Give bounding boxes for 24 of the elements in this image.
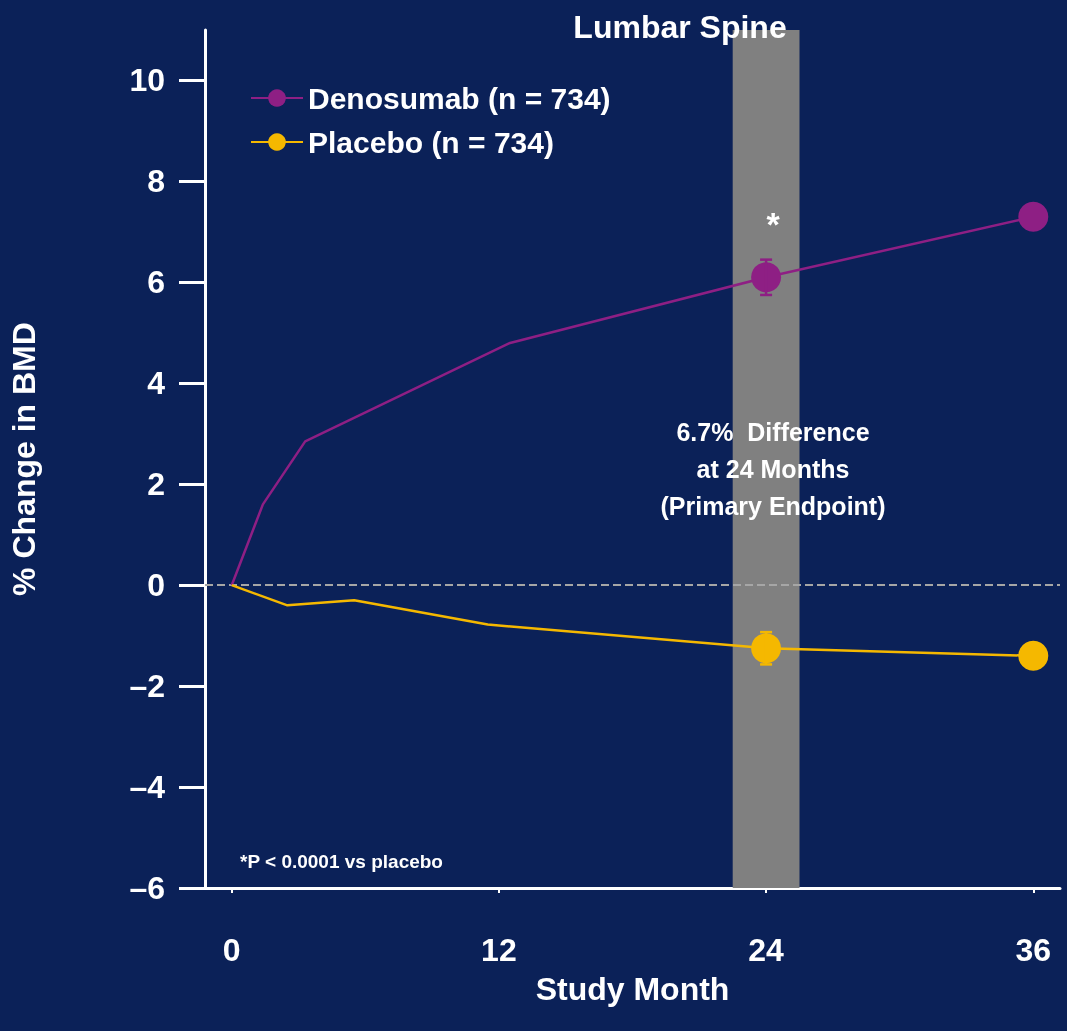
annotation: *P < 0.0001 vs placebo [240, 851, 443, 872]
chart-title: Lumbar Spine [573, 9, 787, 45]
y-tick-label: 4 [147, 365, 166, 402]
legend-label: Placebo (n = 734) [308, 125, 554, 159]
point [1018, 640, 1049, 671]
point [751, 633, 782, 664]
y-tick-label: 8 [147, 163, 165, 200]
y-tick-label: 0 [147, 567, 165, 604]
x-axis-title: Study Month [535, 971, 730, 1007]
x-tick-label: 36 [1015, 932, 1052, 968]
point [1018, 201, 1049, 232]
y-tick-label: 2 [147, 466, 165, 503]
x-tick-label: 24 [748, 932, 785, 968]
annotation: * [766, 204, 781, 243]
x-tick-label: 12 [481, 932, 517, 968]
y-tick-label: 10 [129, 62, 165, 99]
y-tick-label: –2 [129, 668, 165, 705]
legend-label: Denosumab (n = 734) [308, 81, 611, 115]
y-axis-title: % Change in BMD [6, 322, 42, 596]
y-tick-label: 6 [147, 264, 165, 301]
y-tick-label: –6 [129, 870, 165, 906]
point [751, 262, 782, 293]
y-tick-label: –4 [129, 769, 166, 806]
x-tick-label: 0 [222, 932, 241, 968]
